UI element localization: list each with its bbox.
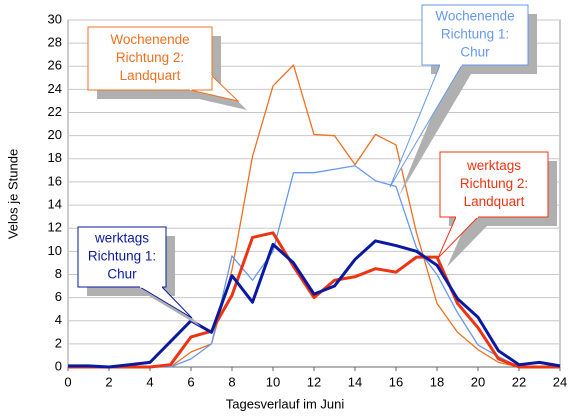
y-tick-label: 20	[48, 127, 62, 142]
y-tick-label: 30	[48, 11, 62, 26]
callout-text: Richtung 1:	[441, 27, 509, 42]
callout-text: Chur	[460, 45, 490, 60]
callout: Wochenende Richtung 2: Landquart	[87, 26, 247, 110]
x-tick-label: 24	[553, 374, 567, 389]
x-tick-label: 20	[471, 374, 485, 389]
x-tick-label: 10	[266, 374, 280, 389]
y-tick-label: 6	[55, 289, 62, 304]
y-tick-label: 2	[55, 335, 62, 350]
y-tick-label: 16	[48, 173, 62, 188]
callout-box	[421, 4, 529, 66]
callout-shadow	[399, 74, 471, 196]
y-tick-label: 4	[55, 312, 62, 327]
x-tick-label: 14	[348, 374, 362, 389]
y-tick-label: 8	[55, 266, 62, 281]
x-tick-label: 18	[430, 374, 444, 389]
series-line	[68, 239, 561, 369]
callout-text: werktags	[94, 231, 149, 246]
series-line	[68, 231, 560, 369]
x-tick-label: 8	[228, 374, 235, 389]
callout: Wochenende Richtung 1: Chur	[389, 4, 537, 196]
callout-text: Landquart	[464, 194, 525, 209]
y-tick-label: 12	[48, 220, 62, 235]
x-tick-label: 4	[146, 374, 153, 389]
callout-text: Wochenende	[435, 9, 514, 24]
y-tick-label: 26	[48, 58, 62, 73]
x-tick-label: 6	[187, 374, 194, 389]
x-tick-label: 2	[105, 374, 112, 389]
y-tick-label: 28	[48, 35, 62, 50]
callout-text: Chur	[107, 267, 137, 282]
callout-text: Wochenende	[110, 32, 189, 47]
callout-gap	[189, 75, 213, 91]
callout-text: Richtung 1:	[88, 249, 156, 264]
y-axis-label: Velos je Stunde	[5, 149, 20, 239]
x-tick-label: 12	[307, 374, 321, 389]
callout-text: werktags	[466, 158, 521, 173]
callout-text: Landquart	[120, 68, 181, 83]
callout: werktags Richtung 2: Landquart	[437, 151, 557, 267]
callout-shadow	[447, 226, 487, 267]
y-tick-label: 14	[48, 197, 62, 212]
x-tick-label: 16	[389, 374, 403, 389]
y-tick-label: 22	[48, 104, 62, 119]
callout-text: Richtung 2:	[460, 176, 528, 191]
callout-box	[77, 226, 167, 288]
y-tick-label: 24	[48, 81, 62, 96]
callout-shadow	[149, 296, 201, 327]
y-tick-label: 18	[48, 150, 62, 165]
callout-text: Richtung 2:	[116, 50, 184, 65]
x-tick-label: 0	[64, 374, 71, 389]
callout-box	[439, 151, 549, 218]
x-axis-label: Tagesverlauf im Juni	[226, 396, 345, 411]
y-tick-label: 10	[48, 243, 62, 258]
callout: werktags Richtung 1: Chur	[77, 226, 201, 327]
x-tick-label: 22	[512, 374, 526, 389]
y-tick-label: 0	[55, 358, 62, 373]
callout-box	[87, 26, 213, 91]
